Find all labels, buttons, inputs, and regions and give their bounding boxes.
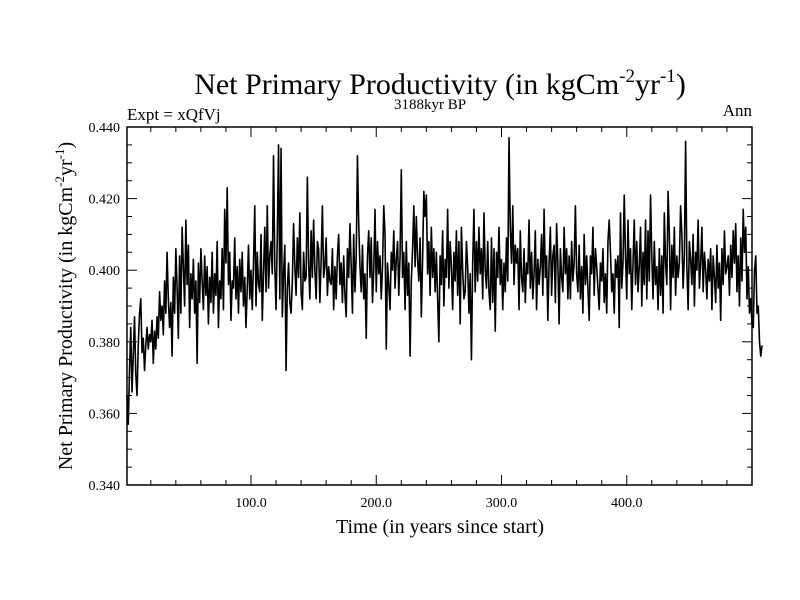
chart-title: Net Primary Productivity (in kgCm-2yr-1) — [194, 66, 686, 101]
ylabel-mid: yr — [55, 159, 77, 176]
title-main: Net Primary Productivity (in kgCm — [194, 68, 619, 101]
x-tick-label: 400.0 — [611, 496, 643, 511]
x-tick-label: 300.0 — [486, 496, 518, 511]
ylabel-sup-2: -1 — [52, 149, 67, 160]
x-tick-label: 100.0 — [235, 496, 267, 511]
y-tick-label: 0.420 — [89, 193, 121, 208]
title-mid: yr — [635, 68, 660, 101]
plot-frame — [126, 126, 753, 486]
experiment-label: Expt = xQfVj — [127, 105, 221, 124]
npp-series-line — [126, 136, 763, 425]
ylabel-main: Net Primary Productivity (in kgCm — [55, 186, 77, 470]
season-label: Ann — [723, 101, 753, 120]
y-tick-label: 0.440 — [89, 121, 121, 136]
x-axis-label: Time (in years since start) — [336, 516, 544, 538]
title-sup-1: -2 — [619, 66, 635, 87]
y-tick-label: 0.380 — [89, 336, 121, 351]
ylabel-end: ) — [55, 142, 77, 149]
title-sup-2: -1 — [660, 66, 676, 87]
chart-subtitle: 3188kyr BP — [394, 97, 466, 113]
title-end: ) — [676, 68, 686, 101]
x-tick-label: 200.0 — [360, 496, 392, 511]
y-tick-label: 0.400 — [89, 264, 121, 279]
y-tick-label: 0.360 — [89, 407, 121, 422]
y-axis-label: Net Primary Productivity (in kgCm-2yr-1) — [52, 142, 77, 470]
y-tick-label: 0.340 — [89, 479, 121, 494]
axis-ticks: 0.340 0.360 0.380 0.400 0.420 0.440 100.0 200.0… — [89, 121, 752, 511]
ylabel-sup-1: -2 — [52, 176, 67, 187]
